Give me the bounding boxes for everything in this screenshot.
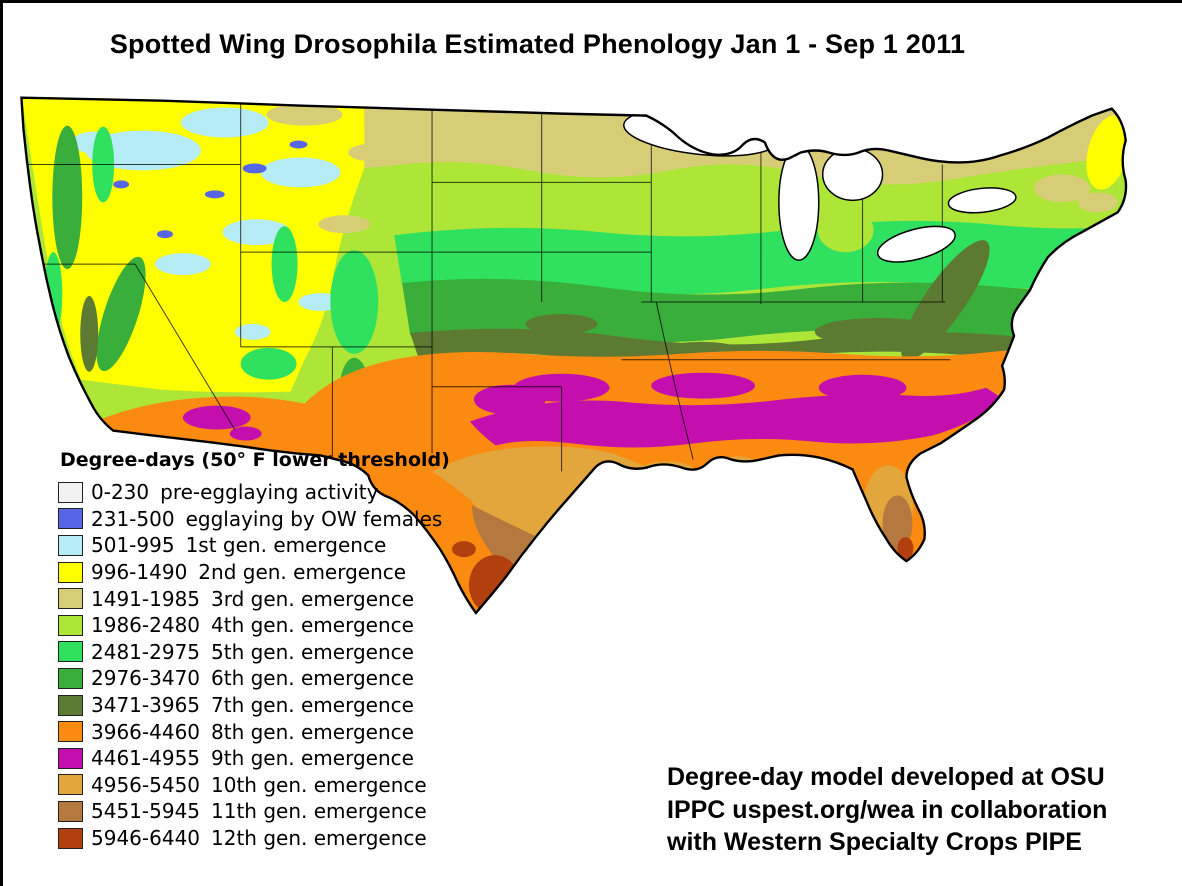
legend-label: pre-egglaying activity xyxy=(160,480,379,505)
band-5th-gen xyxy=(394,220,1127,295)
legend-item: 996-1490 2nd gen. emergence xyxy=(58,559,450,586)
attribution-line-3: with Western Specialty Crops PIPE xyxy=(667,828,1082,856)
legend-swatch xyxy=(58,641,83,663)
legend-range: 5946-6440 xyxy=(91,826,201,851)
attribution: Degree-day model developed at OSU IPPC u… xyxy=(667,761,1107,859)
us-phenology-map xyxy=(20,96,1128,615)
legend-range: 996-1490 xyxy=(91,560,188,585)
lake-ontario xyxy=(947,187,1017,214)
legend-item: 501-995 1st gen. emergence xyxy=(58,532,450,559)
legend-swatch xyxy=(58,614,83,636)
legend-swatch xyxy=(58,774,83,796)
attribution-line-1: Degree-day model developed at OSU xyxy=(667,763,1105,791)
legend-label: 2nd gen. emergence xyxy=(198,560,407,585)
legend-label: 10th gen. emergence xyxy=(211,772,427,797)
legend-swatch xyxy=(58,481,83,503)
legend-swatch xyxy=(58,588,83,610)
legend-item: 231-500 egglaying by OW females xyxy=(58,506,450,533)
patches-3rd-gen-west xyxy=(266,103,397,234)
legend-range: 231-500 xyxy=(91,506,175,531)
legend-range: 1491-1985 xyxy=(91,586,201,611)
legend-range: 2481-2975 xyxy=(91,639,201,664)
legend-item: 1986-2480 4th gen. emergence xyxy=(58,612,450,639)
legend-title: Degree-days (50° F lower threshold) xyxy=(60,449,450,471)
legend-swatch xyxy=(58,561,83,583)
legend-range: 4461-4955 xyxy=(91,746,201,771)
us-border-outline xyxy=(20,96,1128,615)
central-valley-olive xyxy=(80,296,99,372)
legend-label: 8th gen. emergence xyxy=(211,719,414,744)
legend-item: 5451-5945 11th gen. emergence xyxy=(58,798,450,825)
legend-item: 2976-3470 6th gen. emergence xyxy=(58,665,450,692)
legend-label: 4th gen. emergence xyxy=(211,613,414,638)
legend-swatch xyxy=(58,747,83,769)
legend-range: 2976-3470 xyxy=(91,666,201,691)
florida-12th-gen-tip xyxy=(897,537,914,560)
lake-michigan xyxy=(778,143,820,261)
legend-item: 4461-4955 9th gen. emergence xyxy=(58,745,450,772)
patches-ow-egglaying-blue xyxy=(113,140,308,239)
band-6th-gen xyxy=(402,278,1127,343)
legend-label: 7th gen. emergence xyxy=(211,693,414,718)
legend-label: 12th gen. emergence xyxy=(211,826,427,851)
legend-item: 5946-6440 12th gen. emergence xyxy=(58,825,450,852)
legend-swatch xyxy=(58,667,83,689)
legend-label: 9th gen. emergence xyxy=(211,746,414,771)
legend-label: 11th gen. emergence xyxy=(211,799,427,824)
map-legend: Degree-days (50° F lower threshold) 0-23… xyxy=(58,449,450,851)
legend-item: 0-230 pre-egglaying activity xyxy=(58,479,450,506)
state-borders xyxy=(21,102,951,472)
patches-3rd-gen-northeast xyxy=(1034,174,1118,213)
florida-11th-gen xyxy=(882,495,913,552)
legend-range: 0-230 xyxy=(91,480,150,505)
legend-item: 4956-5450 10th gen. emergence xyxy=(58,772,450,799)
legend-swatch xyxy=(58,800,83,822)
band-9th-gen-magenta xyxy=(469,387,1005,448)
legend-item: 3471-3965 7th gen. emergence xyxy=(58,692,450,719)
legend-range: 3966-4460 xyxy=(91,719,201,744)
legend-range: 5451-5945 xyxy=(91,799,201,824)
legend-label: 5th gen. emergence xyxy=(211,639,414,664)
legend-swatch xyxy=(58,534,83,556)
patches-1st-gen-cyan xyxy=(71,107,343,340)
legend-range: 4956-5450 xyxy=(91,772,201,797)
ridges-5th-gen-west xyxy=(44,126,379,380)
legend-swatch xyxy=(58,694,83,716)
legend-range: 1986-2480 xyxy=(91,613,201,638)
page-title: Spotted Wing Drosophila Estimated Phenol… xyxy=(109,29,966,59)
legend-swatch xyxy=(58,508,83,530)
legend-label: 3rd gen. emergence xyxy=(211,586,414,611)
legend-item: 2481-2975 5th gen. emergence xyxy=(58,639,450,666)
legend-range: 501-995 xyxy=(91,533,175,558)
legend-item: 3966-4460 8th gen. emergence xyxy=(58,718,450,745)
legend-swatch xyxy=(58,721,83,743)
legend-swatch xyxy=(58,827,83,849)
legend-label: 6th gen. emergence xyxy=(211,666,414,691)
legend-label: 1st gen. emergence xyxy=(185,533,387,558)
legend-range: 3471-3965 xyxy=(91,693,201,718)
legend-label: egglaying by OW females xyxy=(185,506,443,531)
lake-erie xyxy=(876,225,956,263)
maine-yellow xyxy=(1086,115,1127,190)
legend-item: 1491-1985 3rd gen. emergence xyxy=(58,585,450,612)
attribution-line-2: IPPC uspest.org/wea in collaboration xyxy=(667,795,1108,824)
lake-huron xyxy=(821,147,884,202)
